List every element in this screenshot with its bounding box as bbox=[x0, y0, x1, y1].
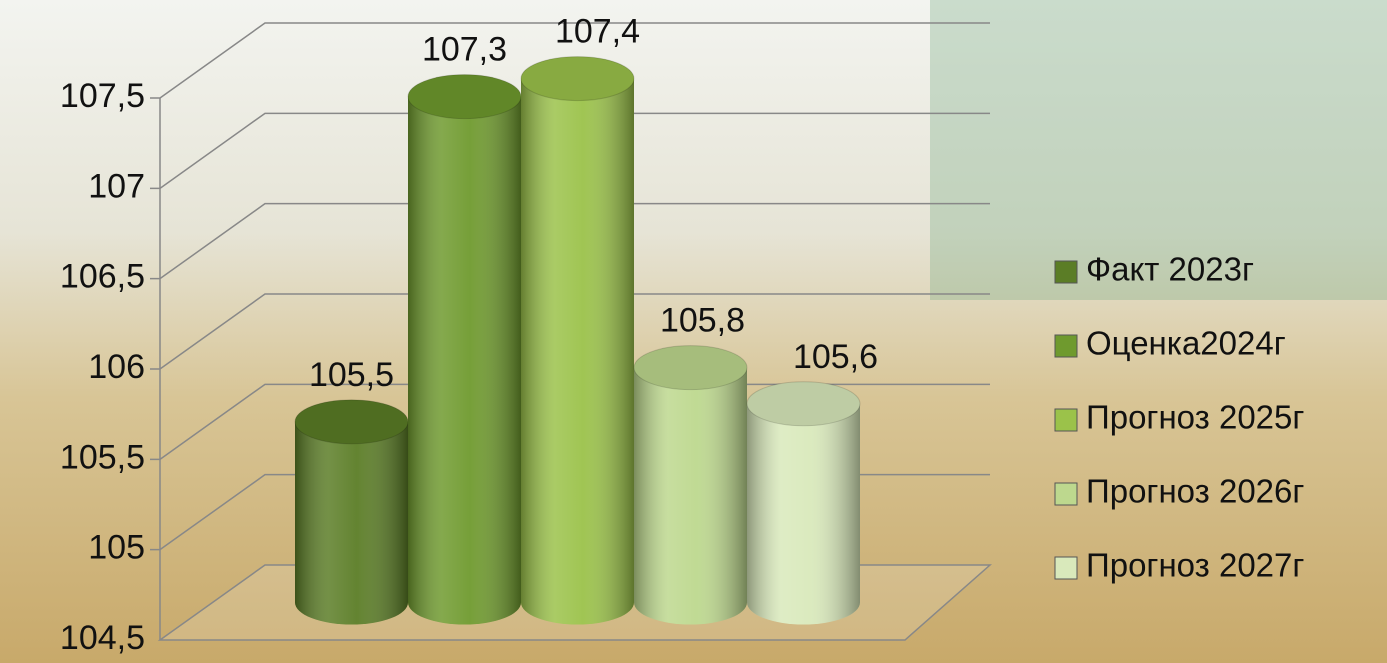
background-photo bbox=[930, 0, 1387, 300]
y-tick-label: 106,5 bbox=[60, 258, 145, 296]
legend-label: Прогноз 2027г bbox=[1086, 547, 1304, 584]
bar-top bbox=[746, 381, 861, 427]
legend-marker bbox=[1054, 556, 1078, 580]
bar-shade bbox=[634, 367, 747, 625]
bar-top-shade bbox=[408, 74, 521, 119]
y-tick-label: 107,5 bbox=[60, 77, 145, 115]
y-tick-label: 104,5 bbox=[60, 619, 145, 657]
bar-shade bbox=[408, 96, 521, 625]
legend-label: Факт 2023г bbox=[1086, 251, 1254, 288]
legend-label: Оценка2024г bbox=[1086, 325, 1286, 362]
value-label: 105,5 bbox=[309, 356, 394, 394]
bar-top bbox=[520, 56, 635, 102]
bar-top-shade bbox=[634, 345, 747, 390]
bar-shade bbox=[521, 78, 634, 625]
legend-marker bbox=[1054, 482, 1078, 506]
y-tick-label: 106 bbox=[88, 348, 145, 386]
bar-top-shade bbox=[521, 56, 634, 101]
legend-label: Прогноз 2026г bbox=[1086, 473, 1304, 510]
legend-marker bbox=[1054, 408, 1078, 432]
legend-marker bbox=[1054, 334, 1078, 358]
bar-top-shade bbox=[295, 399, 408, 444]
value-label: 105,6 bbox=[793, 338, 878, 376]
y-tick-label: 105,5 bbox=[60, 438, 145, 476]
legend-label: Прогноз 2025г bbox=[1086, 399, 1304, 436]
y-tick-label: 107 bbox=[88, 167, 145, 205]
bar-top bbox=[633, 345, 748, 391]
value-label: 107,3 bbox=[422, 31, 507, 69]
value-label: 105,8 bbox=[660, 302, 745, 340]
bar-shade bbox=[295, 421, 408, 625]
y-tick-label: 105 bbox=[88, 529, 145, 567]
legend-marker bbox=[1054, 260, 1078, 284]
bar-top-shade bbox=[747, 381, 860, 426]
grid-line bbox=[150, 22, 990, 99]
value-label: 107,4 bbox=[555, 13, 640, 51]
bar-shade bbox=[747, 403, 860, 625]
